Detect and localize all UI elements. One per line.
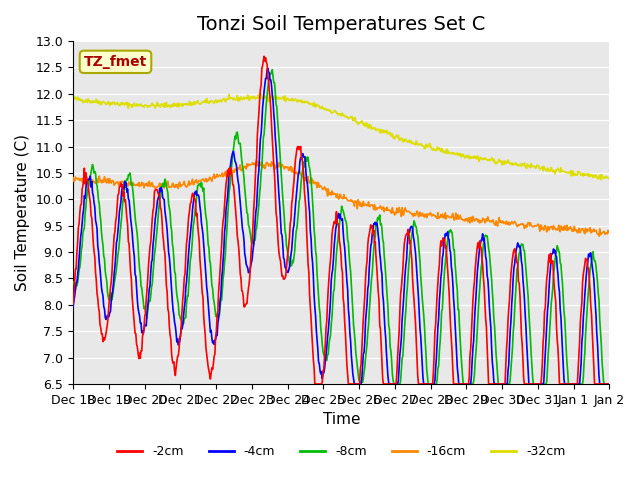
- Legend: -2cm, -4cm, -8cm, -16cm, -32cm: -2cm, -4cm, -8cm, -16cm, -32cm: [112, 441, 570, 464]
- Y-axis label: Soil Temperature (C): Soil Temperature (C): [15, 134, 30, 291]
- X-axis label: Time: Time: [323, 412, 360, 427]
- Title: Tonzi Soil Temperatures Set C: Tonzi Soil Temperatures Set C: [197, 15, 486, 34]
- Text: TZ_fmet: TZ_fmet: [84, 55, 147, 69]
